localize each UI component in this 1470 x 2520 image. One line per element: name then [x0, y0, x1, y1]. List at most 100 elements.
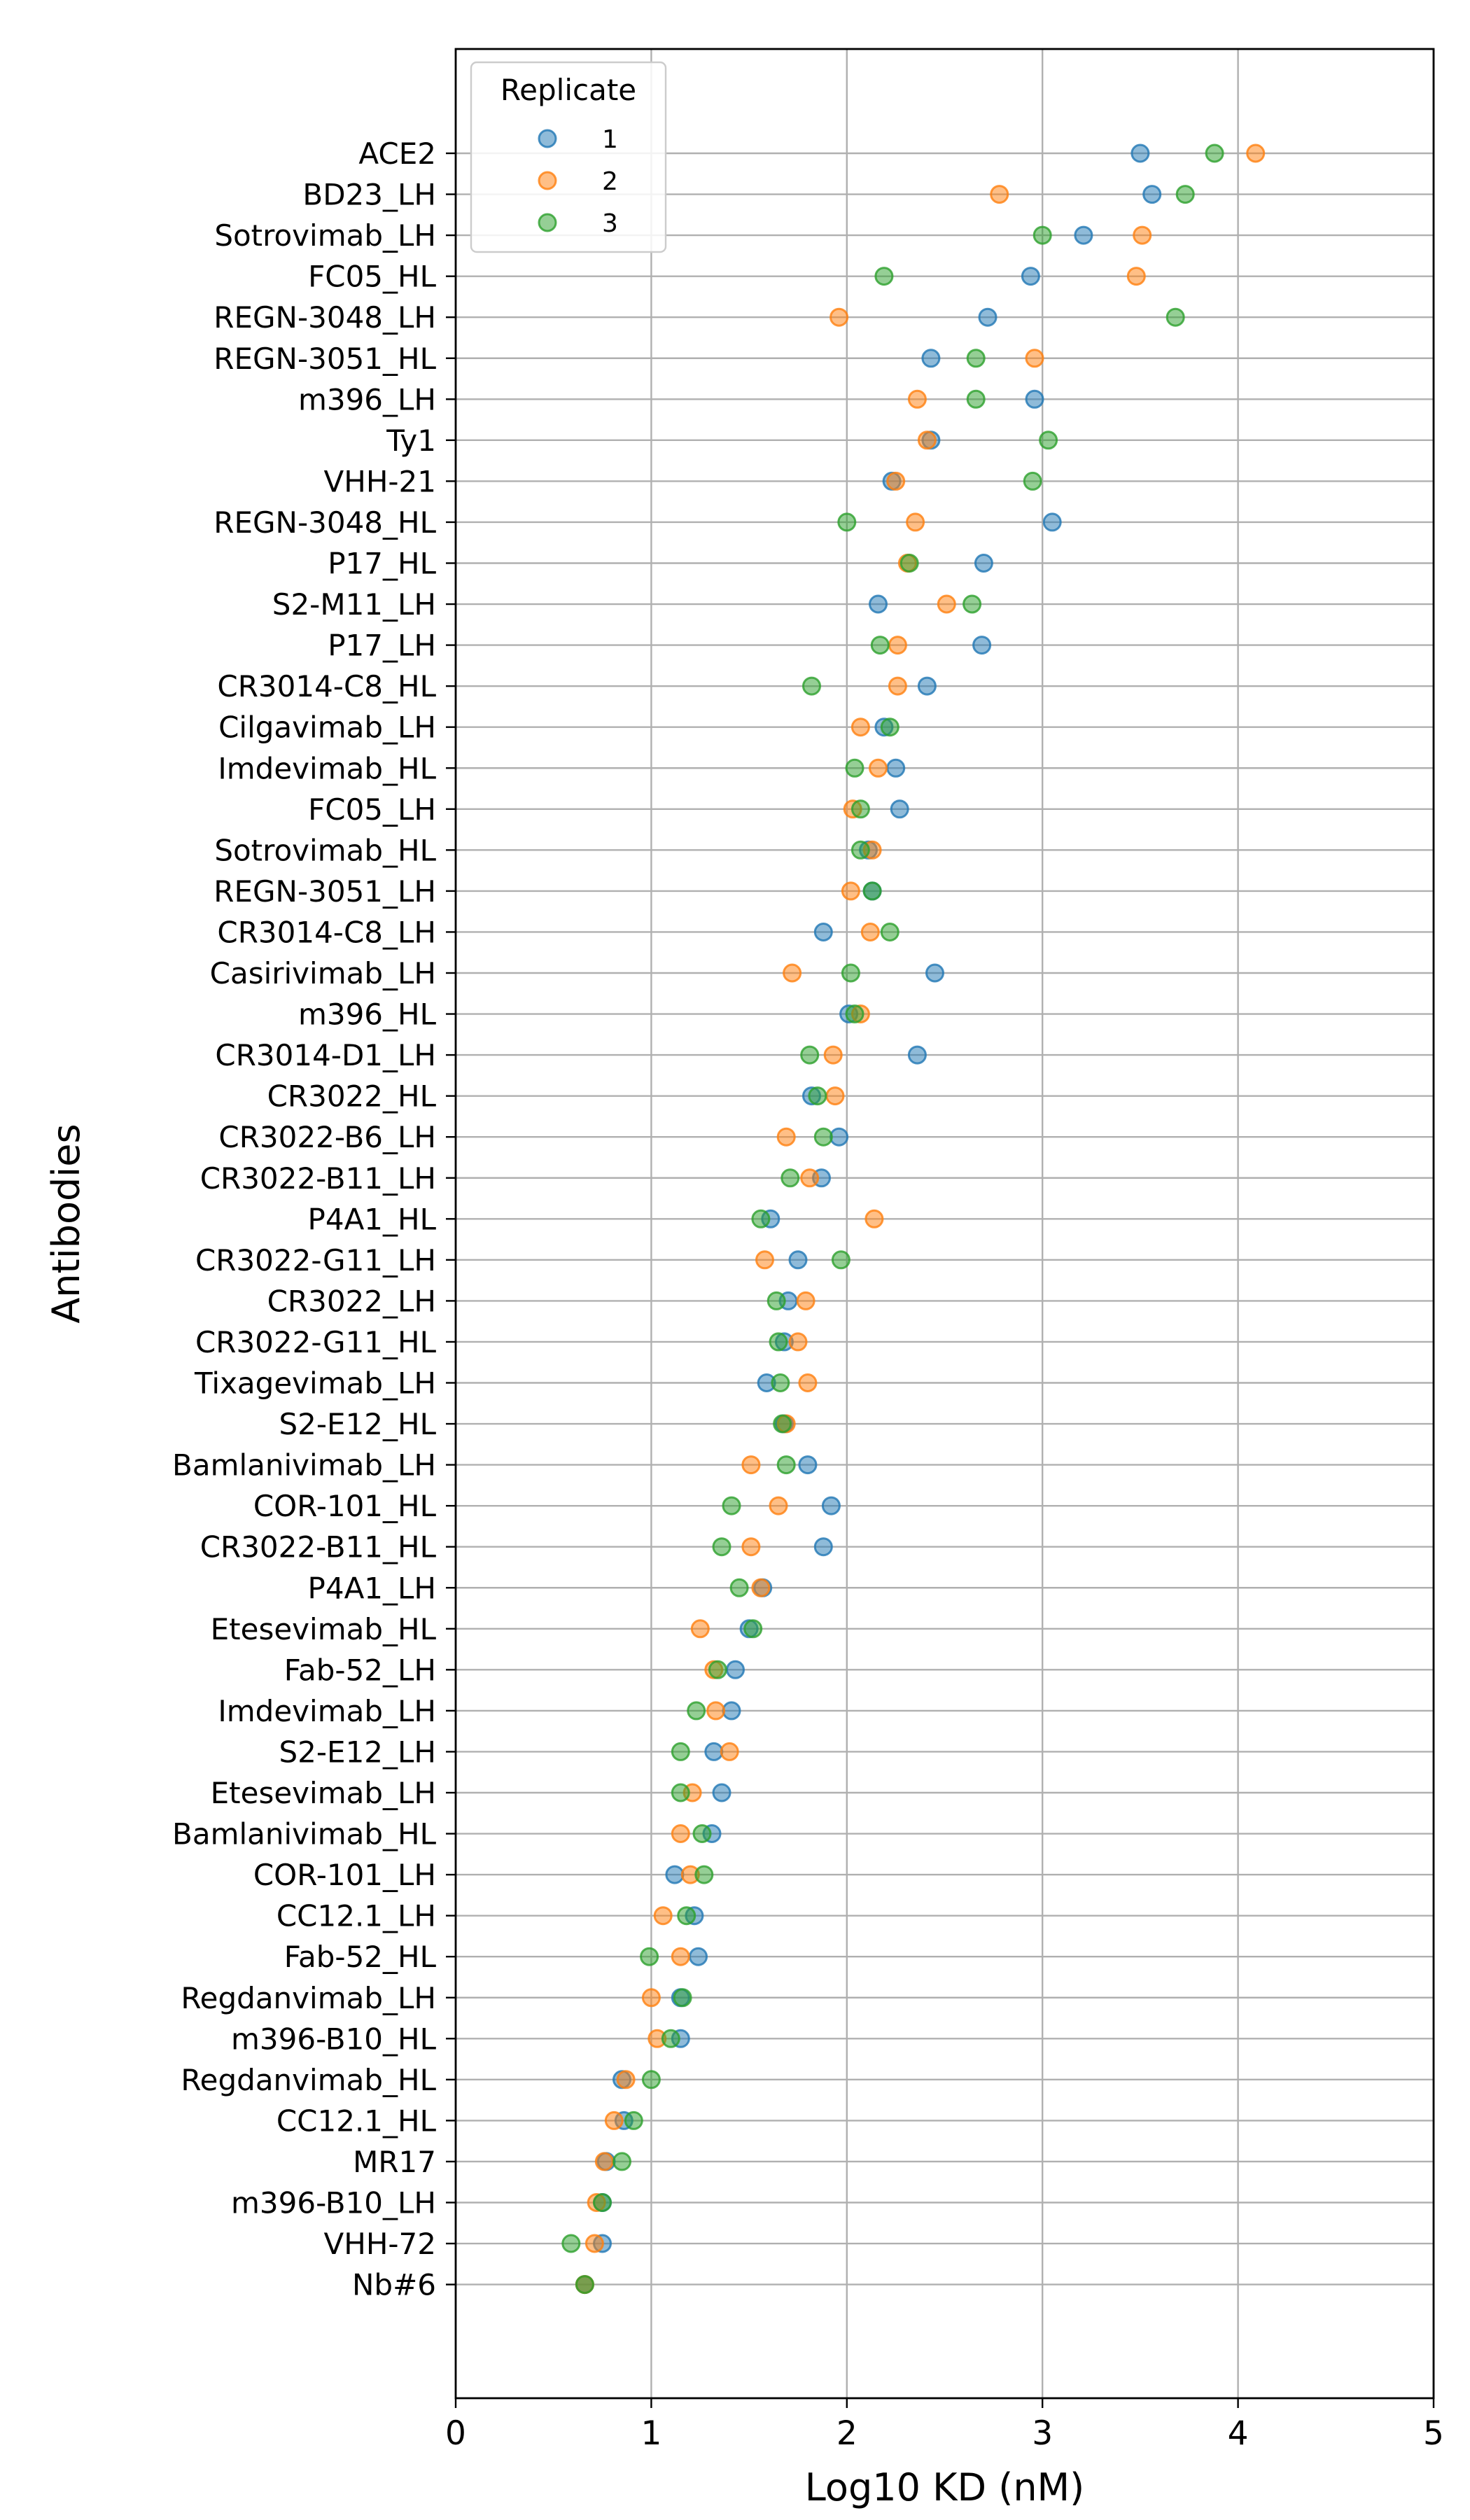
data-point — [743, 1619, 763, 1639]
data-point — [880, 718, 899, 737]
plot-frame — [454, 48, 1435, 2400]
data-point — [671, 1742, 690, 1761]
y-tick-label: REGN-3048_LH — [214, 300, 436, 335]
data-point — [1074, 225, 1093, 245]
data-point — [888, 636, 907, 655]
data-point — [729, 1578, 749, 1597]
y-tick-label: CR3022_LH — [267, 1284, 436, 1318]
data-point — [850, 840, 870, 860]
data-point — [798, 1373, 818, 1392]
data-point — [825, 1086, 845, 1106]
y-tick-label: Sotrovimab_LH — [214, 218, 436, 253]
data-point — [886, 471, 906, 491]
data-point — [813, 1127, 833, 1147]
y-tick-label: FC05_LH — [308, 792, 436, 827]
data-point — [907, 389, 927, 409]
legend-label: 1 — [602, 125, 618, 154]
data-point — [751, 1578, 771, 1597]
data-point — [641, 1988, 661, 2008]
data-point — [661, 2029, 680, 2048]
y-tick-label: m396_LH — [298, 382, 436, 416]
y-tick-label: Sotrovimab_HL — [214, 833, 436, 867]
data-point — [1032, 225, 1052, 245]
y-tick-label: P17_LH — [328, 629, 436, 663]
y-tick-label: MR17 — [353, 2145, 436, 2179]
data-point — [864, 1209, 884, 1228]
data-point — [1021, 267, 1040, 286]
data-point — [813, 1537, 833, 1557]
data-point — [1126, 267, 1146, 286]
y-tick-label: CR3022-B6_LH — [218, 1120, 436, 1154]
y-tick-label: REGN-3048_HL — [214, 505, 436, 540]
x-tick-label: 4 — [1228, 2414, 1249, 2453]
y-tick-label: Etesevimab_LH — [211, 1776, 436, 1810]
data-point — [880, 923, 899, 941]
data-point — [823, 1045, 843, 1065]
y-tick-label: CR3014-D1_LH — [215, 1038, 436, 1072]
data-points — [561, 144, 1266, 2295]
data-point — [1130, 144, 1150, 163]
y-tick-label: Nb#6 — [352, 2268, 436, 2302]
y-tick-label: REGN-3051_LH — [214, 874, 436, 909]
data-point — [690, 1619, 710, 1639]
data-point — [845, 1004, 864, 1023]
data-point — [726, 1660, 745, 1679]
legend-marker — [538, 129, 557, 148]
data-point — [869, 594, 888, 614]
y-tick-label: Bamlanivimab_HL — [172, 1817, 437, 1851]
legend-box — [470, 61, 667, 253]
data-point — [594, 2152, 614, 2171]
y-tick-label: P4A1_HL — [308, 1202, 437, 1236]
data-point — [870, 636, 890, 655]
y-tick-label: FC05_HL — [308, 260, 437, 294]
data-point — [850, 718, 870, 737]
y-tick-label: Fab-52_LH — [284, 1653, 436, 1687]
data-point — [862, 881, 882, 901]
data-point — [917, 676, 937, 696]
data-point — [800, 1168, 820, 1188]
data-point — [751, 1209, 771, 1228]
data-point — [776, 1455, 796, 1475]
y-tick-label: Imdevimab_HL — [218, 751, 436, 785]
data-point — [616, 2070, 636, 2090]
data-point — [671, 1824, 690, 1843]
data-point — [841, 881, 860, 901]
y-tick-label: Bamlanivimab_LH — [172, 1448, 436, 1483]
y-tick-label: BD23_LH — [302, 178, 436, 212]
data-point — [972, 636, 992, 655]
data-point — [741, 1455, 761, 1475]
data-point — [673, 1988, 692, 2008]
y-tick-label: Casirivimab_LH — [210, 956, 436, 990]
data-point — [708, 1660, 727, 1679]
y-axis-title: Antibodies — [44, 1124, 88, 1323]
data-point — [966, 349, 986, 368]
y-tick-label: ACE2 — [358, 136, 436, 171]
data-point — [722, 1701, 741, 1721]
data-point — [937, 594, 956, 614]
y-tick-label: VHH-72 — [324, 2227, 437, 2261]
y-tick-label: m396-B10_HL — [231, 2022, 437, 2056]
data-point — [1142, 185, 1162, 204]
data-point — [802, 676, 821, 696]
data-point — [769, 1332, 788, 1352]
data-point — [888, 676, 907, 696]
x-tick-label: 0 — [445, 2414, 466, 2453]
data-point — [860, 923, 880, 941]
x-tick-label: 5 — [1423, 2414, 1444, 2453]
data-point — [845, 758, 864, 778]
data-point — [886, 758, 906, 778]
data-point — [1039, 430, 1058, 450]
data-point — [671, 1783, 690, 1802]
y-tick-label: S2-M11_LH — [272, 587, 436, 622]
data-point — [1246, 144, 1266, 163]
data-point — [1175, 185, 1195, 204]
data-point — [712, 1537, 732, 1557]
y-tick-label: CC12.1_LH — [276, 1899, 436, 1933]
y-tick-label: P4A1_LH — [308, 1571, 436, 1605]
data-point — [800, 1045, 820, 1065]
data-point — [612, 2152, 631, 2171]
data-point — [974, 554, 993, 573]
data-point — [830, 307, 849, 327]
x-axis-title: Log10 KD (nM) — [805, 2465, 1084, 2510]
legend-marker — [538, 213, 557, 232]
